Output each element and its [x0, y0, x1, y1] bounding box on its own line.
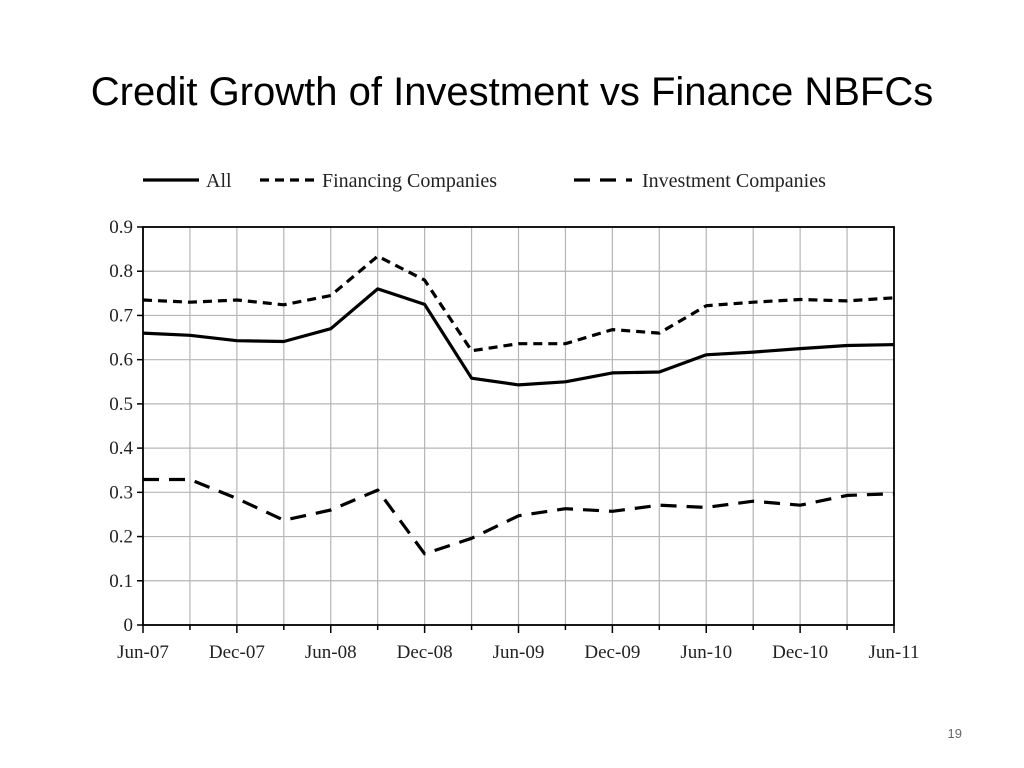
legend-label: All — [206, 170, 232, 192]
y-tick-label: 0.9 — [109, 217, 133, 238]
series-line-0 — [142, 287, 895, 387]
axes: 0 0.1 0.2 0.3 0.4 0.5 0.6 0.7 0.8 0.9 Jun-07 Dec-07… — [109, 217, 919, 663]
x-tick-label: Dec-09 — [584, 642, 640, 663]
series-line-2 — [143, 477, 895, 556]
x-tick-label: Jun-07 — [117, 642, 169, 663]
line-chart: 0 0.1 0.2 0.3 0.4 0.5 0.6 0.7 0.8 0.9 Jun-07 Dec-07… — [0, 150, 1024, 690]
y-tick-label: 0.3 — [109, 482, 133, 503]
y-tick-label: 0.2 — [109, 527, 133, 548]
legend-label: Investment Companies — [642, 170, 826, 192]
x-tick-label: Jun-09 — [493, 642, 545, 663]
x-tick-label: Jun-11 — [868, 642, 919, 663]
y-tick-label: 0.6 — [109, 350, 133, 371]
legend-label: Financing Companies — [322, 170, 497, 192]
x-tick-label: Dec-10 — [772, 642, 828, 663]
x-tick-label: Jun-10 — [680, 642, 732, 663]
x-tick-label: Dec-08 — [397, 642, 453, 663]
y-tick-label: 0.5 — [109, 394, 133, 415]
legend: All Financing Companies Investment Compani… — [143, 170, 826, 192]
grid-lines — [142, 226, 895, 626]
x-tick-label: Jun-08 — [305, 642, 357, 663]
y-tick-label: 0.4 — [109, 438, 133, 459]
x-tick-label: Dec-07 — [209, 642, 265, 663]
y-tick-label: 0 — [124, 615, 134, 636]
y-tick-label: 0.1 — [109, 571, 133, 592]
slide-title: Credit Growth of Investment vs Finance N… — [90, 70, 934, 114]
chart-canvas: 0 0.1 0.2 0.3 0.4 0.5 0.6 0.7 0.8 0.9 Jun-07 Dec-07… — [109, 170, 919, 663]
y-tick-label: 0.7 — [109, 305, 133, 326]
series-lines — [142, 254, 895, 556]
y-tick-label: 0.8 — [109, 261, 133, 282]
page-number: 19 — [947, 726, 962, 741]
series-line-1 — [142, 254, 895, 353]
